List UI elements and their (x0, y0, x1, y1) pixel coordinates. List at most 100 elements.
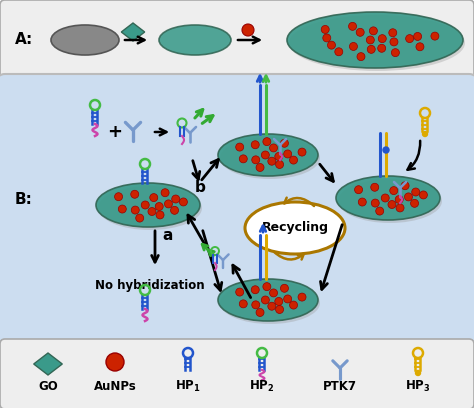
Text: No hybridization: No hybridization (95, 279, 205, 291)
Circle shape (366, 36, 374, 44)
Circle shape (321, 25, 329, 33)
Polygon shape (34, 353, 62, 375)
Text: a: a (162, 228, 173, 242)
Circle shape (263, 137, 271, 146)
Circle shape (268, 157, 276, 165)
Circle shape (270, 289, 278, 297)
Text: $\mathbf{HP_1}$: $\mathbf{HP_1}$ (175, 379, 201, 394)
Ellipse shape (220, 137, 320, 179)
Circle shape (349, 42, 357, 51)
Circle shape (239, 300, 247, 308)
Circle shape (115, 193, 123, 201)
Circle shape (410, 200, 419, 207)
Circle shape (422, 131, 428, 137)
Circle shape (389, 29, 397, 37)
Text: +: + (108, 123, 122, 141)
Ellipse shape (51, 25, 119, 55)
Ellipse shape (218, 279, 318, 321)
Circle shape (256, 308, 264, 317)
Circle shape (358, 198, 366, 206)
Circle shape (106, 353, 124, 371)
Circle shape (431, 32, 439, 40)
Circle shape (251, 286, 259, 294)
Circle shape (323, 34, 331, 42)
Circle shape (371, 199, 379, 207)
Circle shape (290, 301, 298, 309)
Circle shape (136, 214, 144, 222)
Circle shape (268, 302, 276, 310)
Circle shape (355, 186, 363, 194)
Circle shape (396, 204, 404, 212)
Circle shape (298, 148, 306, 156)
Circle shape (270, 144, 278, 152)
Circle shape (252, 301, 260, 309)
Circle shape (131, 190, 139, 198)
Circle shape (290, 156, 298, 164)
Circle shape (412, 188, 419, 196)
Circle shape (155, 202, 163, 211)
Circle shape (275, 297, 283, 306)
Circle shape (242, 24, 254, 36)
Text: AuNPs: AuNPs (94, 379, 137, 392)
Text: GO: GO (38, 379, 58, 392)
Circle shape (369, 27, 377, 35)
Circle shape (148, 208, 156, 215)
Circle shape (357, 53, 365, 61)
FancyBboxPatch shape (0, 74, 474, 345)
Circle shape (401, 182, 409, 190)
Circle shape (281, 284, 289, 292)
Circle shape (414, 33, 422, 40)
Circle shape (371, 183, 379, 191)
Ellipse shape (220, 282, 320, 324)
Circle shape (392, 49, 400, 57)
Circle shape (378, 35, 386, 43)
Text: Recycling: Recycling (262, 222, 328, 235)
Circle shape (281, 139, 289, 147)
Circle shape (390, 38, 398, 46)
Circle shape (416, 43, 424, 51)
Circle shape (118, 205, 126, 213)
FancyBboxPatch shape (0, 0, 474, 80)
Circle shape (416, 370, 420, 375)
Polygon shape (121, 23, 145, 41)
Ellipse shape (159, 25, 231, 55)
Text: $\mathbf{HP_2}$: $\mathbf{HP_2}$ (249, 379, 275, 394)
Text: A:: A: (15, 33, 33, 47)
Circle shape (376, 207, 384, 215)
Text: $\mathbf{HP_3}$: $\mathbf{HP_3}$ (405, 379, 431, 394)
Circle shape (252, 156, 260, 164)
Circle shape (261, 151, 269, 159)
Circle shape (383, 147, 389, 153)
Circle shape (388, 200, 396, 208)
Text: b: b (195, 180, 206, 195)
Circle shape (283, 150, 292, 158)
Circle shape (298, 293, 306, 301)
Circle shape (261, 296, 269, 304)
Circle shape (404, 193, 412, 201)
Circle shape (395, 195, 403, 204)
Circle shape (156, 211, 164, 219)
Circle shape (275, 153, 283, 160)
Circle shape (251, 141, 259, 149)
Text: B:: B: (15, 193, 33, 208)
Ellipse shape (245, 202, 345, 254)
Circle shape (236, 288, 244, 296)
Circle shape (378, 44, 386, 52)
Circle shape (256, 164, 264, 171)
Circle shape (164, 200, 173, 208)
Ellipse shape (338, 179, 442, 223)
Text: PTK7: PTK7 (323, 379, 357, 392)
Circle shape (348, 22, 356, 30)
Circle shape (150, 194, 158, 202)
Circle shape (239, 155, 247, 163)
Ellipse shape (336, 176, 440, 220)
Circle shape (141, 201, 149, 209)
Circle shape (275, 160, 283, 169)
Ellipse shape (287, 12, 463, 68)
Circle shape (419, 191, 428, 199)
Circle shape (275, 306, 283, 313)
Circle shape (406, 35, 414, 42)
Circle shape (179, 198, 187, 206)
Circle shape (263, 283, 271, 290)
Circle shape (356, 28, 364, 36)
